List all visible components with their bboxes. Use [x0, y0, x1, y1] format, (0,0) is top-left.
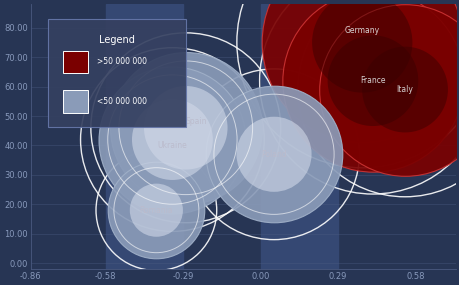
- Point: [168, 137, 176, 142]
- Text: Romania: Romania: [139, 206, 173, 215]
- Text: Legend: Legend: [99, 35, 134, 45]
- Point: [369, 78, 376, 83]
- Bar: [260, 4, 337, 269]
- Point: [358, 40, 365, 45]
- Point: [401, 87, 408, 92]
- Point: [369, 78, 376, 83]
- Text: Ukraine: Ukraine: [157, 141, 187, 150]
- Point: [182, 125, 189, 130]
- Point: [270, 152, 277, 156]
- Point: [182, 125, 189, 130]
- FancyBboxPatch shape: [48, 19, 185, 127]
- Point: [168, 137, 176, 142]
- Point: [270, 152, 277, 156]
- Text: Spain: Spain: [185, 117, 207, 126]
- Text: Germany: Germany: [344, 26, 379, 35]
- Point: [168, 137, 176, 142]
- Point: [152, 208, 160, 213]
- Text: Italy: Italy: [396, 85, 413, 94]
- Point: [401, 87, 408, 92]
- Point: [168, 137, 176, 142]
- Bar: [62, 90, 88, 113]
- Point: [358, 40, 365, 45]
- Text: France: France: [359, 76, 385, 85]
- Bar: [105, 4, 183, 269]
- Point: [152, 208, 160, 213]
- Point: [270, 152, 277, 156]
- Point: [358, 40, 365, 45]
- Point: [401, 87, 408, 92]
- Point: [270, 152, 277, 156]
- Point: [369, 78, 376, 83]
- Bar: [62, 50, 88, 73]
- Point: [182, 125, 189, 130]
- Text: <50 000 000: <50 000 000: [96, 97, 146, 106]
- Text: >50 000 000: >50 000 000: [96, 57, 146, 66]
- Point: [152, 208, 160, 213]
- Point: [152, 208, 160, 213]
- Text: Poland: Poland: [261, 150, 286, 159]
- Point: [182, 125, 189, 130]
